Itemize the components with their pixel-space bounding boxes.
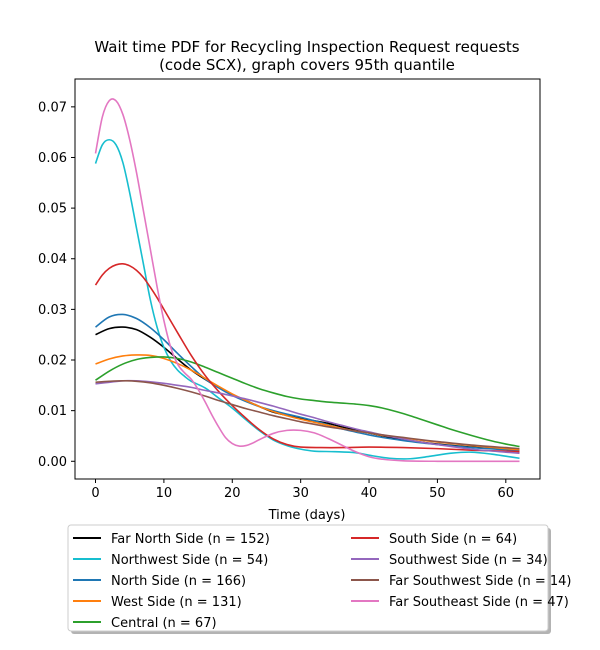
series-line-far-southwest-side <box>95 379 520 450</box>
x-tick-label: 60 <box>498 486 515 501</box>
y-tick-label: 0.03 <box>38 303 67 318</box>
legend-entry-far-north-side: Far North Side (n = 152) <box>73 532 270 547</box>
legend-entry-south-side: South Side (n = 64) <box>351 532 517 547</box>
series-line-west-side <box>95 354 520 451</box>
legend-label: Far Southwest Side (n = 14) <box>389 574 571 589</box>
chart-title-line-2: (code SCX), graph covers 95th quantile <box>159 56 455 74</box>
legend-entry-north-side: North Side (n = 166) <box>73 574 246 589</box>
x-tick-label: 0 <box>91 486 99 501</box>
legend-label: West Side (n = 131) <box>111 595 242 610</box>
y-tick-label: 0.04 <box>38 252 67 267</box>
y-tick-label: 0.00 <box>38 455 67 470</box>
legend-entry-northwest-side: Northwest Side (n = 54) <box>73 553 268 568</box>
x-tick-label: 20 <box>224 486 241 501</box>
x-tick-label: 10 <box>156 486 173 501</box>
plot-frame <box>74 78 541 480</box>
plot-lines <box>94 98 520 463</box>
y-tick-label: 0.01 <box>38 404 67 419</box>
y-tick-label: 0.05 <box>38 202 67 217</box>
legend-entry-central: Central (n = 67) <box>73 616 217 631</box>
legend-label: North Side (n = 166) <box>111 574 246 589</box>
legend: Far North Side (n = 152) Northwest Side (… <box>67 524 571 634</box>
series-line-north-side <box>95 313 520 452</box>
y-axis: 0.00 0.01 0.02 0.03 0.04 0.05 0.06 0.07 <box>38 100 75 470</box>
legend-entry-west-side: West Side (n = 131) <box>73 595 242 610</box>
legend-entry-far-southeast-side: Far Southeast Side (n = 47) <box>351 595 569 610</box>
series-line-northwest-side <box>94 138 520 460</box>
series-line-southwest-side <box>95 379 520 454</box>
x-tick-label: 40 <box>361 486 378 501</box>
series-line-far-southeast-side <box>94 98 520 463</box>
legend-label: Central (n = 67) <box>111 616 217 631</box>
legend-label: Far North Side (n = 152) <box>111 532 270 547</box>
legend-label: Northwest Side (n = 54) <box>111 553 268 568</box>
x-tick-label: 50 <box>429 486 446 501</box>
legend-label: South Side (n = 64) <box>389 532 517 547</box>
series-line-central <box>95 356 520 448</box>
x-axis: 0 10 20 30 40 50 60 <box>91 479 514 501</box>
y-tick-label: 0.06 <box>38 151 67 166</box>
y-tick-label: 0.07 <box>38 100 67 115</box>
legend-box <box>67 524 549 632</box>
legend-entry-southwest-side: Southwest Side (n = 34) <box>351 553 548 568</box>
x-axis-label: Time (days) <box>268 508 346 523</box>
legend-label: Southwest Side (n = 34) <box>389 553 548 568</box>
x-tick-label: 30 <box>292 486 309 501</box>
legend-entry-far-southwest-side: Far Southwest Side (n = 14) <box>351 574 571 589</box>
series-line-south-side <box>94 262 520 453</box>
legend-label: Far Southeast Side (n = 47) <box>389 595 569 610</box>
chart-title-line-1: Wait time PDF for Recycling Inspection R… <box>94 38 519 56</box>
y-tick-label: 0.02 <box>38 354 67 369</box>
